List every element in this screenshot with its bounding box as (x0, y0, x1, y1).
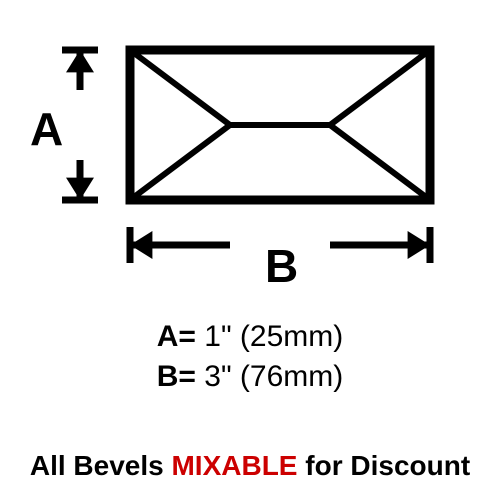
footer-note: All Bevels MIXABLE for Discount (0, 450, 500, 482)
dimension-a-value: 1" (25mm) (204, 320, 343, 353)
bevel-dimension-diagram: AB (0, 20, 500, 290)
dimension-a-text: A= 1" (25mm) (0, 320, 500, 354)
footer-highlight: MIXABLE (171, 450, 297, 481)
footer-post: for Discount (297, 450, 470, 481)
svg-text:A: A (30, 103, 63, 155)
dimension-b-text: B= 3" (76mm) (0, 360, 500, 394)
dimension-a-label: A= (157, 320, 196, 353)
dimension-b-label: B= (157, 360, 196, 393)
footer-pre: All Bevels (30, 450, 172, 481)
dimension-b-value: 3" (76mm) (204, 360, 343, 393)
svg-text:B: B (265, 240, 298, 290)
